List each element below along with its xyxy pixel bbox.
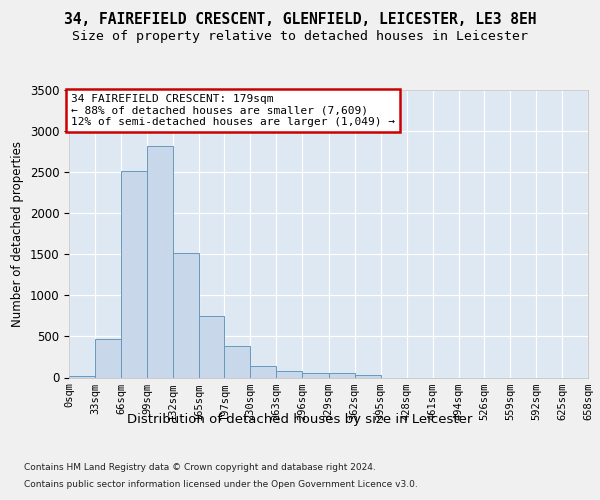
Bar [302, 373, 329, 378]
Bar [277, 372, 302, 378]
Text: Contains public sector information licensed under the Open Government Licence v3: Contains public sector information licen… [24, 480, 418, 489]
Bar [95, 339, 121, 378]
Bar [121, 172, 147, 378]
Bar [173, 252, 199, 378]
Bar [329, 373, 355, 378]
Text: 34, FAIREFIELD CRESCENT, GLENFIELD, LEICESTER, LE3 8EH: 34, FAIREFIELD CRESCENT, GLENFIELD, LEIC… [64, 12, 536, 28]
Y-axis label: Number of detached properties: Number of detached properties [11, 141, 24, 327]
Bar [250, 366, 277, 378]
Bar [147, 146, 173, 378]
Text: Distribution of detached houses by size in Leicester: Distribution of detached houses by size … [127, 412, 473, 426]
Text: Contains HM Land Registry data © Crown copyright and database right 2024.: Contains HM Land Registry data © Crown c… [24, 464, 376, 472]
Bar [69, 376, 95, 378]
Text: Size of property relative to detached houses in Leicester: Size of property relative to detached ho… [72, 30, 528, 43]
Bar [224, 346, 250, 378]
Text: 34 FAIREFIELD CRESCENT: 179sqm
← 88% of detached houses are smaller (7,609)
12% : 34 FAIREFIELD CRESCENT: 179sqm ← 88% of … [71, 94, 395, 128]
Bar [355, 375, 380, 378]
Bar [199, 316, 224, 378]
